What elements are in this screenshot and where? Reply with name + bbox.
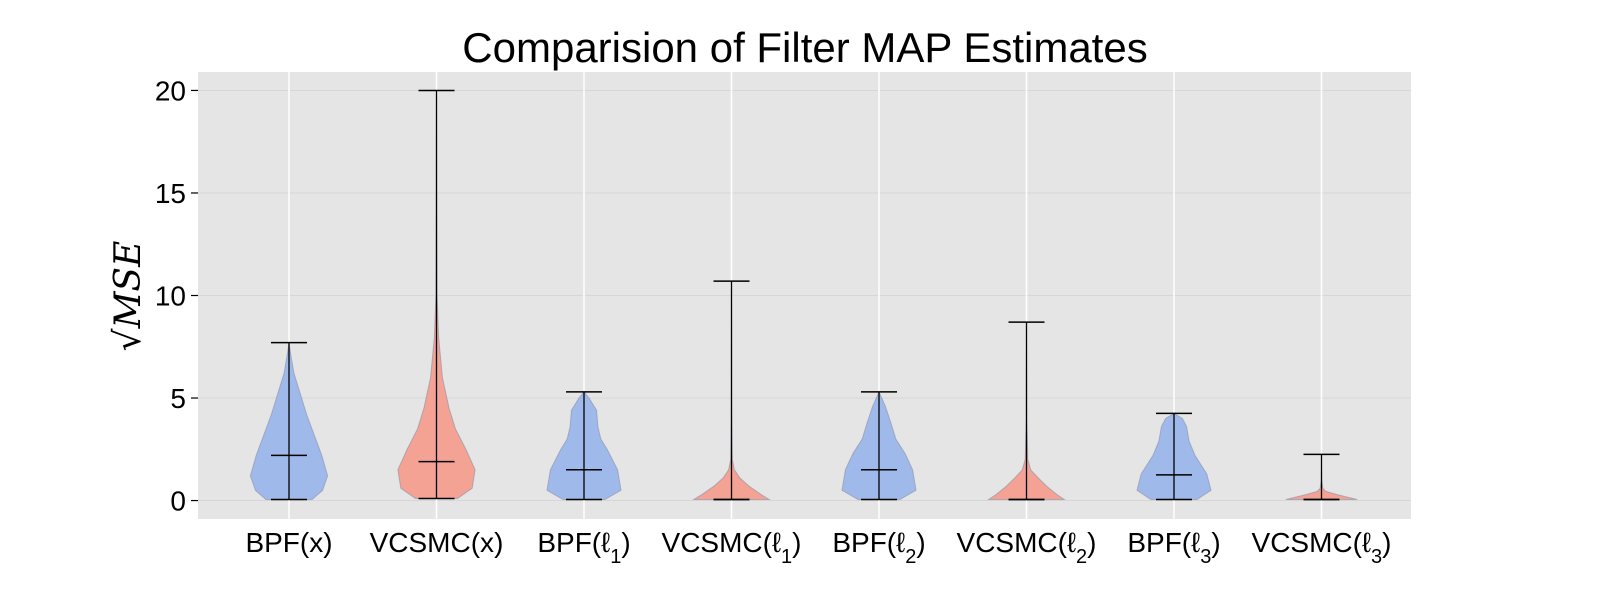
x-tick-label: VCSMC(ℓ2)	[957, 527, 1097, 568]
y-axis-label: √MSE	[108, 241, 149, 352]
y-tick-label: 10	[155, 281, 186, 312]
x-tick-label: BPF(ℓ1)	[537, 527, 630, 568]
x-axis: BPF(x) VCSMC(x) BPF(ℓ1) VCSMC(ℓ1) BPF(ℓ2) VCS…	[245, 527, 1391, 568]
y-axis: 0 5 10 15 20	[155, 75, 198, 517]
x-tick-label: BPF(x)	[245, 527, 332, 558]
x-tick-label: VCSMC(ℓ1)	[662, 527, 802, 568]
y-tick-label: 20	[155, 75, 186, 106]
x-tick-label: VCSMC(x)	[370, 527, 504, 558]
y-tick-label: 0	[170, 486, 186, 517]
y-tick-label: 15	[155, 178, 186, 209]
chart-title: Comparision of Filter MAP Estimates	[462, 24, 1147, 71]
x-tick-label: VCSMC(ℓ3)	[1252, 527, 1392, 568]
violins	[249, 89, 1358, 501]
x-tick-label: BPF(ℓ3)	[1127, 527, 1220, 568]
x-tick-label: BPF(ℓ2)	[832, 527, 925, 568]
y-tick-label: 5	[170, 383, 186, 414]
